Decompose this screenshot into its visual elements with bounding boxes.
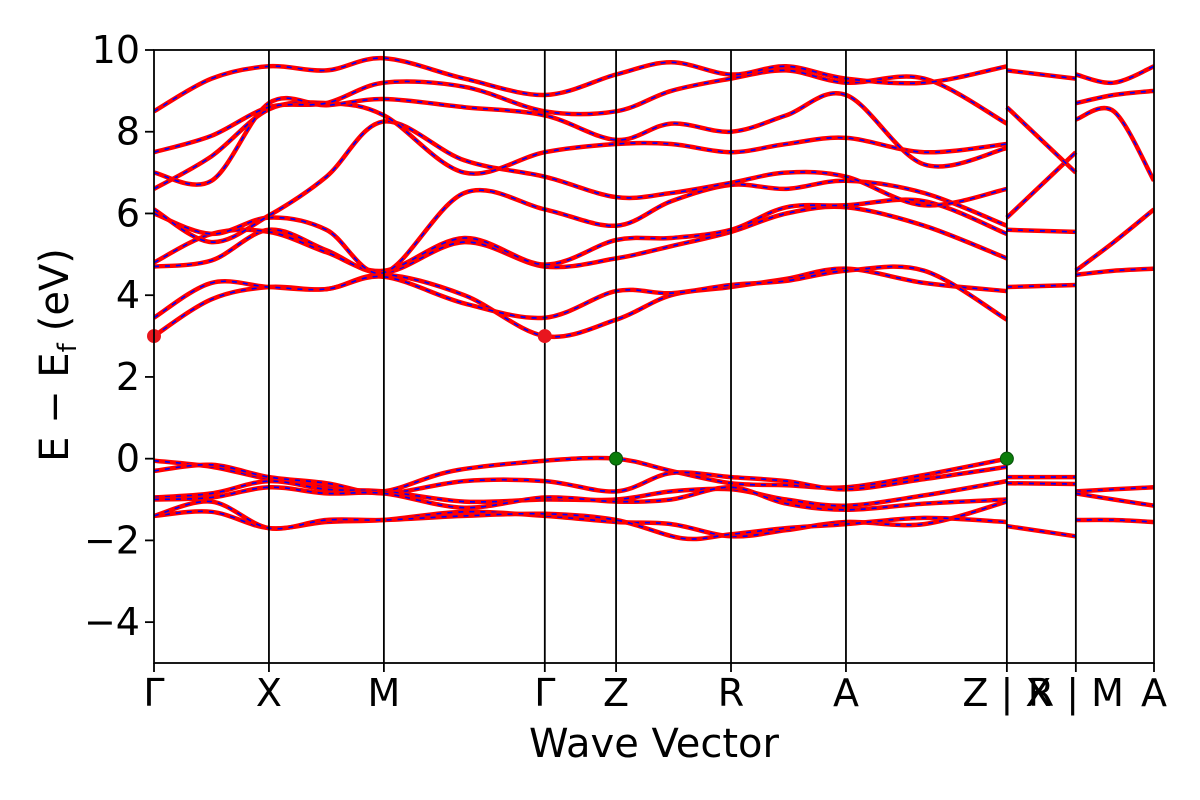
y-tick-label: 4 [116,273,140,317]
x-tick-label: Z | X [962,671,1051,716]
vbm-marker [609,451,624,466]
band-line-16 [154,178,1008,276]
x-tick-label: Γ [143,671,164,715]
x-tick-label: Z [603,671,629,715]
extrema-markers-group [147,329,1014,466]
y-tick-label: 8 [116,110,140,154]
band-line-overlay-25 [1006,106,1077,174]
kpoint-lines-group [268,50,1077,663]
y-axis-title-unit: (eV) [32,248,78,331]
band-line-30 [1075,88,1154,106]
y-tick-label: 6 [116,191,140,235]
x-tick-label: Γ [534,671,555,715]
x-axis-title: Wave Vector [529,721,780,767]
x-axis: Γ X M Γ Z R A Z | XR | M A [143,663,1167,716]
band-line-overlay-29 [1075,107,1154,182]
band-line-overlay-23 [1006,229,1076,233]
y-axis: −4 −2 0 2 4 6 8 10 [84,28,154,644]
band-line-overlay-7 [1006,482,1076,485]
y-tick-label: −2 [84,518,140,562]
band-line-overlay-12 [154,267,1007,338]
vbm-marker [999,451,1014,466]
band-line-overlay-4 [154,500,1008,538]
band-line-overlay-8 [1006,525,1076,538]
y-tick-label: 2 [116,355,140,399]
y-axis-title-subscript: f [53,342,83,352]
band-line-overlay-11 [1075,519,1154,523]
plot-frame [153,49,1155,664]
x-tick-label: X [256,671,282,715]
band-line-overlay-27 [1075,267,1154,276]
band-line-overlay-1 [154,463,1008,495]
cbm-marker [537,329,552,344]
y-axis-title: E − Ef (eV) [32,248,83,462]
band-line-overlay-22 [1006,284,1076,288]
x-tick-label: M [367,671,400,715]
x-tick-label: R | M [1028,671,1124,716]
band-line-12 [154,266,1008,340]
x-tick-label: A [833,671,859,715]
y-tick-label: 0 [116,437,140,481]
bands-group [154,55,1154,542]
y-tick-label: 10 [92,28,140,72]
band-line-overlay-26 [1006,69,1076,80]
x-tick-label: R [718,671,744,715]
band-line-overlay-28 [1075,208,1154,272]
band-line-overlay-16 [154,179,1008,275]
band-line-overlay-9 [1075,486,1154,493]
band-line-31 [1075,64,1154,86]
band-line-overlay-30 [1075,90,1154,104]
y-tick-label: −4 [84,600,140,644]
band-line-overlay-10 [1075,492,1154,507]
x-tick-label: A [1141,671,1167,715]
y-axis-title-main: E − E [32,352,78,462]
band-line-29 [1074,105,1154,182]
